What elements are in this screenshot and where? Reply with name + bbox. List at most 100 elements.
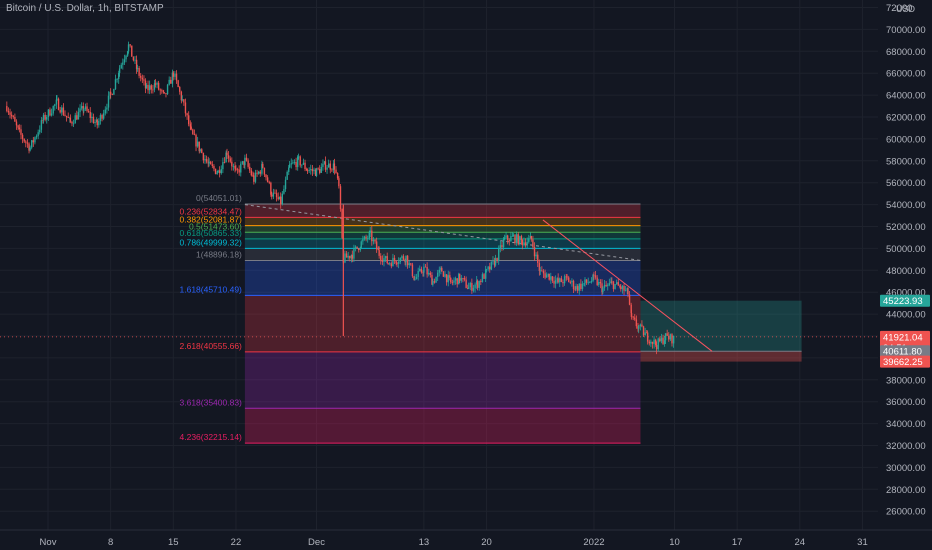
candle-body [235, 168, 237, 170]
candle-body [523, 242, 525, 246]
candle-body [646, 332, 648, 334]
candle-body [29, 147, 31, 151]
candle-body [152, 89, 154, 91]
y-tick-label: 44000.00 [886, 310, 926, 321]
candle-body [524, 242, 527, 246]
candle-body [436, 272, 439, 278]
y-tick-label: 38000.00 [886, 375, 926, 386]
candle-body [199, 149, 201, 152]
candle-body [247, 160, 249, 167]
x-tick-label: 8 [108, 537, 113, 548]
candle-body [589, 282, 591, 284]
candle-body [89, 111, 91, 118]
candle-body [226, 152, 228, 156]
candle-body [250, 170, 253, 176]
candle-body [390, 263, 393, 267]
candle-body [123, 59, 126, 63]
candle-body [126, 51, 129, 56]
candle-body [208, 161, 210, 164]
candle-body [202, 152, 205, 161]
candle-body [213, 166, 215, 169]
candle-body [314, 169, 317, 176]
dashed-line [244, 204, 641, 261]
price-label-box [880, 345, 930, 358]
candle-body [602, 287, 604, 293]
fib-level-label: 2.618(40555.66) [180, 341, 243, 351]
candle-body [163, 92, 166, 94]
candle-body [153, 83, 156, 90]
candle-body [637, 326, 639, 329]
candle-body [120, 64, 122, 69]
candle-body [494, 258, 497, 266]
candle-body [442, 271, 445, 277]
candle-body [419, 268, 421, 272]
candle-body [201, 149, 203, 153]
candle-body [39, 129, 41, 133]
x-tick-label: Dec [308, 537, 325, 548]
candle-body [67, 117, 69, 118]
candle-body [92, 116, 95, 124]
candle-body [454, 278, 457, 281]
candle-body [384, 256, 387, 259]
candle-body [377, 249, 379, 251]
candle-body [274, 192, 276, 194]
candle-body [286, 171, 288, 180]
candle-body [539, 270, 541, 272]
candle-body [134, 59, 136, 61]
candle-body [331, 169, 333, 171]
candle-body [10, 114, 13, 117]
candle-body [204, 159, 206, 161]
candle-body [77, 112, 80, 120]
candle-body [254, 172, 257, 182]
candle-body [392, 257, 394, 267]
candle-body [480, 281, 482, 283]
candle-body [383, 258, 385, 262]
candle-body [432, 281, 434, 285]
candle-body [271, 194, 273, 197]
candle-body [101, 115, 103, 119]
candle-body [651, 341, 654, 344]
candle-body [498, 248, 500, 261]
candles [6, 41, 675, 355]
candle-body [562, 282, 564, 284]
candle-body [493, 260, 496, 266]
candle-body [404, 259, 406, 263]
candle-body [537, 254, 539, 263]
candle-body [162, 90, 165, 93]
candle-body [590, 280, 593, 283]
candle-body [592, 274, 594, 281]
candle-body [217, 170, 219, 173]
fib-level-label: 4.236(32215.14) [180, 432, 243, 442]
candle-body [281, 193, 284, 205]
candle-body [611, 281, 613, 283]
candle-body [104, 109, 106, 114]
candle-body [469, 283, 471, 288]
candle-body [218, 170, 221, 174]
candle-body [632, 316, 634, 318]
candle-body [368, 232, 371, 239]
candle-body [528, 238, 530, 242]
candle-body [660, 337, 663, 342]
candle-body [288, 164, 291, 168]
candle-body [12, 116, 14, 118]
candle-body [74, 115, 76, 124]
candle-body [349, 255, 351, 259]
candle-body [17, 125, 19, 128]
candle-body [231, 161, 233, 167]
candle-body [472, 287, 475, 291]
candle-body [65, 115, 68, 118]
candle-body [662, 337, 664, 344]
candle-body [476, 280, 478, 285]
candle-body [559, 278, 561, 283]
candle-body [533, 247, 536, 257]
candle-body [168, 79, 170, 85]
candle-body [599, 281, 602, 284]
candle-body [40, 120, 43, 130]
fib-level-label: 0(54051.01) [196, 193, 242, 203]
candle-body [641, 324, 643, 327]
candle-body [628, 294, 631, 305]
position-stop-zone [640, 351, 802, 362]
candle-body [311, 169, 314, 172]
